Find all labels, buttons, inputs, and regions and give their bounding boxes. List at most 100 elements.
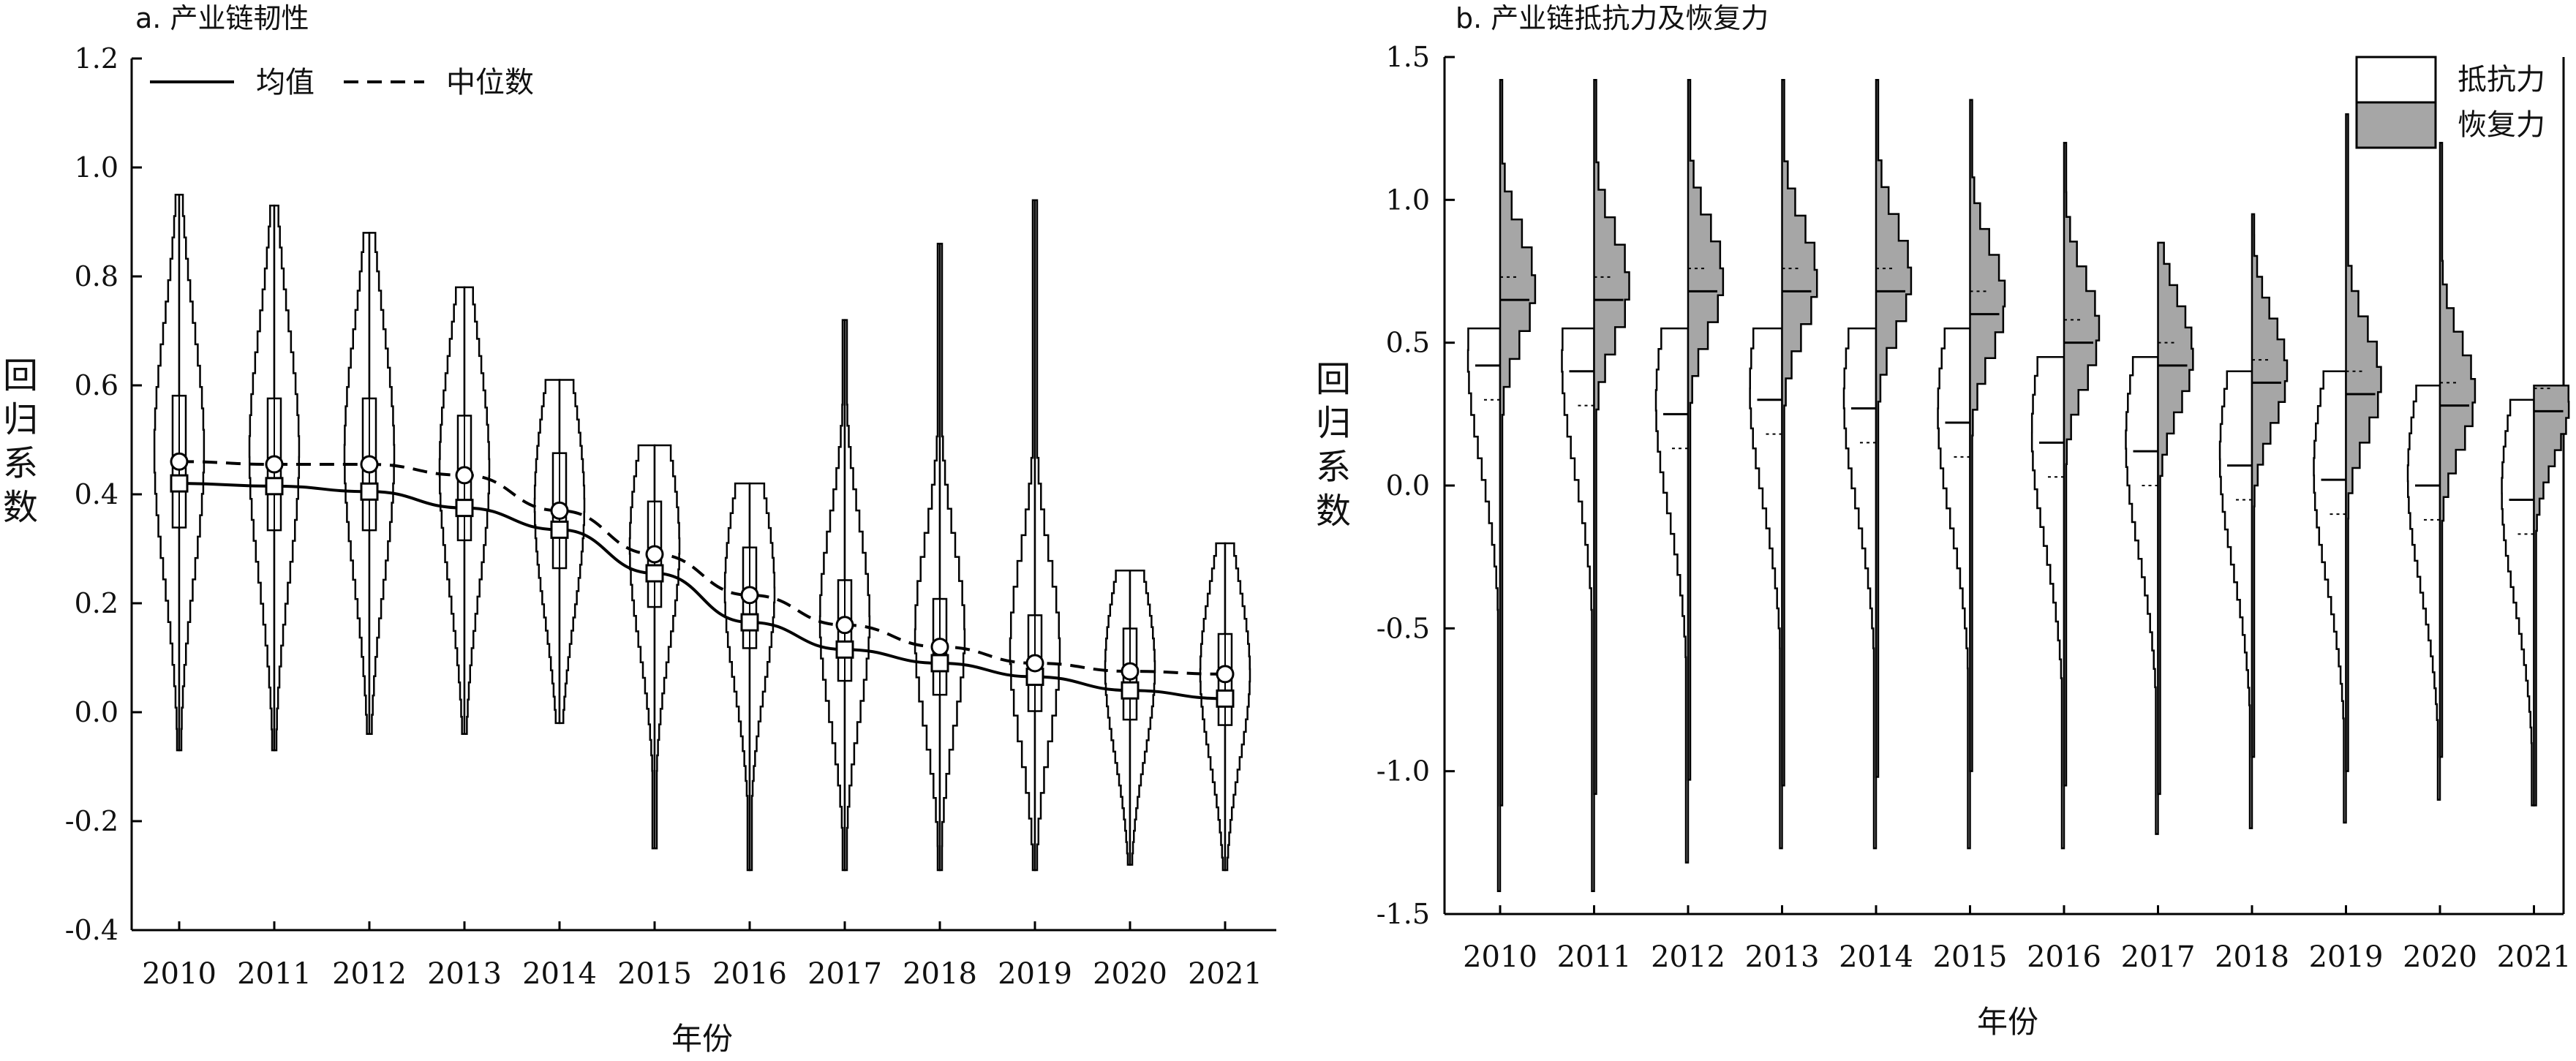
panel-a-y-tick-label: 0.0 <box>75 696 118 728</box>
panel-a-violin-2021 <box>1224 542 1251 872</box>
panel-a-y-tick-label: -0.4 <box>65 914 118 946</box>
panel-b-resistance-violin-2017 <box>2125 355 2159 835</box>
panel-a-median-point <box>740 586 759 605</box>
panel-a-violin-2013 <box>438 286 466 736</box>
panel-a-violin-2010 <box>153 194 181 752</box>
panel-b-y-tick-label: -1.0 <box>1376 755 1430 788</box>
panel-b-y-tick-label: 0.5 <box>1386 327 1430 359</box>
panel-a-x-tick-label: 2013 <box>427 957 502 991</box>
panel-b-recovery-violin-2017 <box>2157 241 2194 796</box>
panel-b-x-tick-label: 2019 <box>2309 940 2384 974</box>
panel-a-mean-point <box>645 564 664 583</box>
panel-b-resistance-violin-2019 <box>2313 370 2347 824</box>
panel-a-mean-point <box>1121 681 1140 700</box>
panel-b-y-label: 数 <box>1316 491 1351 532</box>
panel-a-series-line-median <box>178 460 1226 676</box>
panel-a-mean-point <box>360 482 379 501</box>
panel-b-x-tick-label: 2010 <box>1463 940 1537 974</box>
panel-a-y-label: 系 <box>3 443 38 484</box>
panel-a-violin-2011 <box>248 204 276 752</box>
panel-b-y-tick-label: -0.5 <box>1376 612 1430 644</box>
panel-b-resistance-violin-2020 <box>2406 385 2441 801</box>
panel-b-x-tick-label: 2020 <box>2403 940 2477 974</box>
panel-a-median-point <box>835 616 854 635</box>
panel-a-mean-point <box>265 477 284 496</box>
panel-a: a. 产业链韧性 -0.4 -0.2 0.0 0.2 0.4 0.6 0.8 1.0 1.2 201… <box>3 2 1276 1057</box>
panel-a-mean-point <box>170 474 189 493</box>
panel-a-median-point <box>645 545 664 564</box>
panel-b-y-tick-label: 1.0 <box>1386 184 1430 216</box>
panel-a-violin-2016 <box>748 482 776 872</box>
panel-a-x-tick-label: 2019 <box>998 957 1072 991</box>
panel-a-y-label: 归 <box>3 399 38 440</box>
panel-b-recovery-violin-2014 <box>1875 79 1913 778</box>
panel-a-violin-2012 <box>343 232 371 736</box>
panel-b-resistance-violin-2013 <box>1749 327 1783 850</box>
panel-a-x-tick-label: 2020 <box>1093 957 1167 991</box>
panel-a-y-tick-label: 1.2 <box>75 42 118 75</box>
panel-a-x-tick-label: 2011 <box>237 957 312 991</box>
panel-b-title: b. 产业链抵抗力及恢复力 <box>1455 2 1769 34</box>
panel-b-x-tick-label: 2012 <box>1651 940 1725 974</box>
panel-b-resistance-violin-2014 <box>1842 327 1878 850</box>
panel-b-recovery-violin-2016 <box>2063 141 2101 787</box>
panel-b-recovery-violin-2012 <box>1687 79 1725 781</box>
panel-b-recovery-violin-2013 <box>1781 79 1818 787</box>
panel-a-y-label: 数 <box>3 487 38 528</box>
panel-b-y-tick-label: 0.0 <box>1386 469 1430 502</box>
panel-b-resistance-violin-2015 <box>1937 327 1971 850</box>
panel-b-legend-recovery-swatch <box>2355 101 2437 149</box>
panel-a-legend-mean-label: 均值 <box>256 66 315 99</box>
panel-a-mean-point <box>930 654 949 673</box>
panel-a-mean-point <box>1216 689 1235 708</box>
panel-a-series-line-mean <box>178 482 1226 701</box>
panel-a-median-point <box>170 452 189 471</box>
panel-b-x-tick-label: 2021 <box>2497 940 2572 974</box>
panel-b-legend-resistance-label: 抵抗力 <box>2458 63 2545 97</box>
panel-b-recovery-violin-2018 <box>2251 213 2289 758</box>
panel-a-x-label: 年份 <box>671 1021 733 1057</box>
panel-b-resistance-violin-2011 <box>1561 327 1595 892</box>
panel-a-x-tick-label: 2016 <box>712 957 787 991</box>
panel-a-legend-median-label: 中位数 <box>446 66 534 99</box>
panel-b-x-tick-label: 2016 <box>2027 940 2101 974</box>
panel-b-x-tick-label: 2013 <box>1745 940 1820 974</box>
panel-a-y-tick-label: 0.2 <box>75 587 118 619</box>
panel-a-mean-point <box>835 640 854 659</box>
panel-b-recovery-violin-2011 <box>1593 79 1630 796</box>
panel-a-x-tick-label: 2017 <box>807 957 882 991</box>
panel-b-y-tick-label: 1.5 <box>1386 41 1430 73</box>
panel-a-mean-point <box>740 613 759 632</box>
panel-b: b. 产业链抵抗力及恢复力 -1.5 -1.0 -0.5 0.0 0.5 1.0 1.5 201… <box>1316 2 2571 1040</box>
panel-a-violin-2019 <box>1033 199 1061 872</box>
panel-b-resistance-violin-2012 <box>1654 327 1690 864</box>
panel-a-violin-2019 <box>1009 199 1036 872</box>
panel-b-x-tick-label: 2014 <box>1839 940 1913 974</box>
panel-a-violin-2017 <box>818 319 846 872</box>
panel-a-median-point <box>360 455 379 474</box>
panel-a-title: a. 产业链韧性 <box>135 2 309 34</box>
panel-a-violin-2013 <box>463 286 491 736</box>
panel-b-y-tick-label: -1.5 <box>1376 898 1430 930</box>
panel-b-y-label: 回 <box>1316 359 1351 400</box>
panel-a-violin-2018 <box>938 243 966 872</box>
panel-b-resistance-violin-2021 <box>2501 399 2535 807</box>
panel-a-violin-2021 <box>1199 542 1227 872</box>
panel-a-y-tick-label: 0.8 <box>75 260 118 292</box>
panel-a-violin-2012 <box>368 232 396 736</box>
panel-b-y-label: 归 <box>1316 403 1351 444</box>
panel-b-recovery-violin-2015 <box>1969 99 2006 772</box>
panel-b-y-label: 系 <box>1316 447 1351 488</box>
panel-a-median-point <box>1121 662 1140 681</box>
panel-a-median-point <box>455 466 474 485</box>
panel-a-violin-2011 <box>273 204 301 752</box>
panel-a-y-tick-label: 1.0 <box>75 151 118 184</box>
panel-b-legend-resistance-swatch <box>2355 56 2437 104</box>
panel-b-resistance-violin-2010 <box>1466 327 1502 892</box>
panel-b-x-tick-label: 2011 <box>1557 940 1632 974</box>
panel-a-y-tick-label: 0.4 <box>75 478 118 510</box>
panel-a-mean-point <box>455 499 474 518</box>
panel-a-x-tick-label: 2018 <box>903 957 977 991</box>
